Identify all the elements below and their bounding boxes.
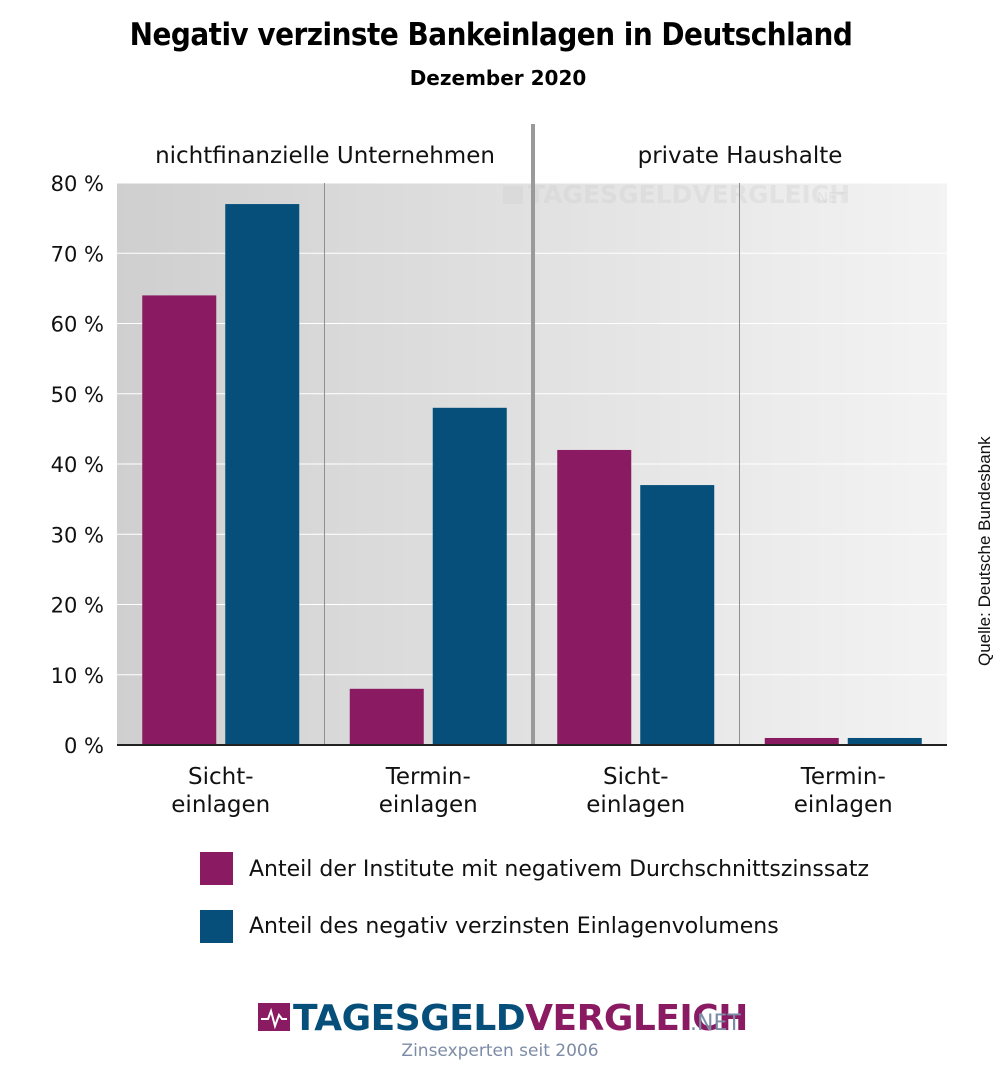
y-tick-label: 50 %: [51, 383, 104, 407]
bar-series1-cat3: [557, 449, 632, 745]
chart-subtitle: Dezember 2020: [410, 66, 587, 90]
logo-tagline: Zinsexperten seit 2006: [401, 1041, 598, 1061]
x-category-label: Termin-: [800, 764, 886, 790]
y-tick-label: 10 %: [51, 664, 104, 688]
legend-swatch-institute: [200, 852, 233, 885]
x-category-label: Sicht-: [188, 764, 254, 790]
bar-series2-cat4: [847, 737, 922, 745]
logo-part2: VERGLEICH: [525, 998, 748, 1039]
watermark-suffix: .NET: [812, 189, 847, 207]
source-note: Quelle: Deutsche Bundesbank: [975, 436, 994, 666]
bar-series1-cat2: [349, 688, 424, 745]
y-tick-label: 70 %: [51, 242, 104, 266]
y-tick-label: 30 %: [51, 523, 104, 547]
heartbeat-icon: [258, 1003, 290, 1031]
bar-series2-cat2: [432, 407, 507, 745]
bar-series2-cat3: [640, 485, 715, 745]
group-label-haushalte: private Haushalte: [638, 143, 843, 169]
logo-part1: TAGESGELD: [293, 998, 525, 1039]
x-category-label: einlagen: [171, 792, 270, 818]
chart-title: Negativ verzinste Bankeinlagen in Deutsc…: [130, 17, 853, 53]
brand-logo: TAGESGELDVERGLEICH .NET Zinsexperten sei…: [258, 998, 748, 1061]
x-category-label: einlagen: [379, 792, 478, 818]
logo-suffix: .NET: [690, 1011, 741, 1036]
bar-series1-cat1: [142, 295, 217, 745]
y-tick-label: 60 %: [51, 313, 104, 337]
watermark-text: TAGESGELDVERGLEICH: [528, 180, 850, 209]
x-category-label: einlagen: [794, 792, 893, 818]
y-tick-label: 40 %: [51, 453, 104, 477]
x-axis: Sicht-einlagenTermin-einlagenSicht-einla…: [171, 764, 892, 818]
x-category-label: Sicht-: [603, 764, 669, 790]
legend-swatch-volumen: [200, 910, 233, 943]
x-category-label: Termin-: [385, 764, 471, 790]
legend: Anteil der Institute mit negativem Durch…: [200, 852, 869, 943]
y-tick-label: 20 %: [51, 594, 104, 618]
logo-text: TAGESGELDVERGLEICH: [293, 998, 748, 1039]
legend-label-institute: Anteil der Institute mit negativem Durch…: [249, 857, 869, 882]
y-tick-label: 0 %: [64, 734, 104, 758]
watermark: TAGESGELDVERGLEICH .NET: [503, 180, 850, 209]
bars: [142, 204, 922, 745]
bar-series1-cat4: [764, 737, 839, 745]
category-dividers: [324, 183, 740, 745]
group-label-unternehmen: nichtfinanzielle Unternehmen: [155, 143, 495, 169]
y-tick-label: 80 %: [51, 172, 104, 196]
y-axis: 0 % 10 % 20 % 30 % 40 % 50 % 60 % 70 % 80 %: [51, 172, 104, 758]
legend-label-volumen: Anteil des negativ verzinsten Einlagenvo…: [249, 914, 779, 939]
x-category-label: einlagen: [586, 792, 685, 818]
bar-series2-cat1: [225, 204, 300, 745]
